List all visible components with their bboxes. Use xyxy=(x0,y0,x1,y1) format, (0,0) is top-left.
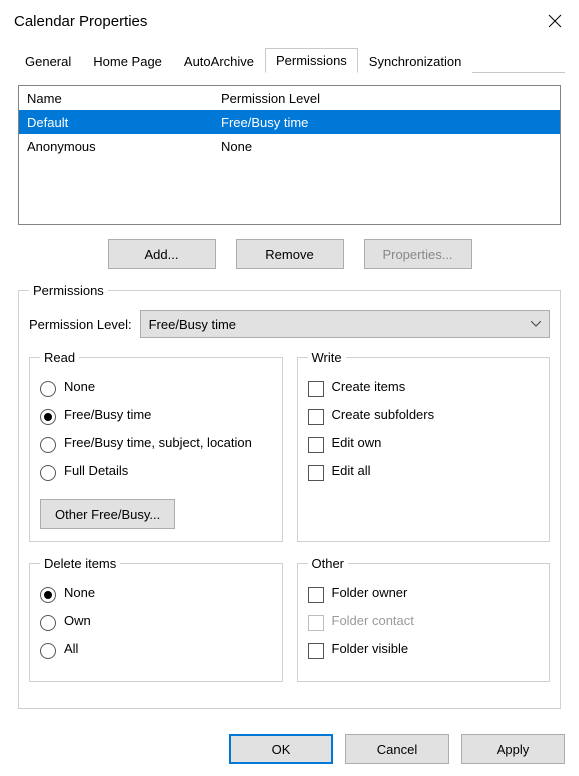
create-subfolders-checkbox[interactable] xyxy=(308,409,324,425)
delete-none-radio[interactable] xyxy=(40,587,56,603)
user-name-cell: Anonymous xyxy=(19,136,213,157)
user-name-cell: Default xyxy=(19,112,213,133)
tab-strip: General Home Page AutoArchive Permission… xyxy=(14,46,565,73)
write-fieldset: Write Create items Create subfolders Edi… xyxy=(297,350,551,542)
read-none-label: None xyxy=(64,379,272,394)
close-button[interactable] xyxy=(545,11,565,31)
properties-button: Properties... xyxy=(364,239,472,269)
read-legend: Read xyxy=(40,350,79,365)
permissions-panel: Name Permission Level Default Free/Busy … xyxy=(14,73,565,713)
column-header-permission[interactable]: Permission Level xyxy=(213,88,560,109)
delete-legend: Delete items xyxy=(40,556,120,571)
read-none-radio[interactable] xyxy=(40,381,56,397)
title-bar: Calendar Properties xyxy=(0,0,579,40)
permission-level-select[interactable]: Free/Busy time xyxy=(140,310,550,338)
user-list-row[interactable]: Default Free/Busy time xyxy=(19,110,560,134)
folder-visible-label: Folder visible xyxy=(332,641,540,656)
delete-own-radio[interactable] xyxy=(40,615,56,631)
user-list-row[interactable]: Anonymous None xyxy=(19,134,560,158)
create-subfolders-label: Create subfolders xyxy=(332,407,540,422)
read-freebusy-label: Free/Busy time xyxy=(64,407,272,422)
user-list-buttons: Add... Remove Properties... xyxy=(18,239,561,269)
folder-owner-checkbox[interactable] xyxy=(308,587,324,603)
add-button[interactable]: Add... xyxy=(108,239,216,269)
tab-autoarchive[interactable]: AutoArchive xyxy=(173,49,265,73)
permission-level-label: Permission Level: xyxy=(29,317,132,332)
edit-own-checkbox[interactable] xyxy=(308,437,324,453)
permission-level-row: Permission Level: Free/Busy time xyxy=(29,310,550,338)
edit-own-label: Edit own xyxy=(332,435,540,450)
read-freebusy-subject-radio[interactable] xyxy=(40,437,56,453)
cancel-button[interactable]: Cancel xyxy=(345,734,449,764)
other-free-busy-button[interactable]: Other Free/Busy... xyxy=(40,499,175,529)
user-list[interactable]: Name Permission Level Default Free/Busy … xyxy=(18,85,561,225)
close-icon xyxy=(548,14,562,28)
folder-owner-label: Folder owner xyxy=(332,585,540,600)
delete-fieldset: Delete items None Own All xyxy=(29,556,283,682)
other-fieldset: Other Folder owner Folder contact Folder… xyxy=(297,556,551,682)
delete-all-radio[interactable] xyxy=(40,643,56,659)
permissions-legend: Permissions xyxy=(29,283,108,298)
edit-all-label: Edit all xyxy=(332,463,540,478)
tab-general[interactable]: General xyxy=(14,49,82,73)
read-full-label: Full Details xyxy=(64,463,272,478)
dialog-button-row: OK Cancel Apply xyxy=(229,734,565,764)
create-items-label: Create items xyxy=(332,379,540,394)
delete-all-label: All xyxy=(64,641,272,656)
edit-all-checkbox[interactable] xyxy=(308,465,324,481)
folder-contact-checkbox xyxy=(308,615,324,631)
read-freebusy-subject-label: Free/Busy time, subject, location xyxy=(64,435,272,450)
read-fieldset: Read None Free/Busy time Free/Busy time,… xyxy=(29,350,283,542)
tab-synchronization[interactable]: Synchronization xyxy=(358,49,473,73)
user-list-header: Name Permission Level xyxy=(19,86,560,110)
user-perm-cell: None xyxy=(213,136,560,157)
delete-own-label: Own xyxy=(64,613,272,628)
remove-button[interactable]: Remove xyxy=(236,239,344,269)
column-header-name[interactable]: Name xyxy=(19,88,213,109)
create-items-checkbox[interactable] xyxy=(308,381,324,397)
write-legend: Write xyxy=(308,350,346,365)
folder-visible-checkbox[interactable] xyxy=(308,643,324,659)
window-title: Calendar Properties xyxy=(14,13,147,30)
delete-none-label: None xyxy=(64,585,272,600)
ok-button[interactable]: OK xyxy=(229,734,333,764)
apply-button[interactable]: Apply xyxy=(461,734,565,764)
tab-permissions[interactable]: Permissions xyxy=(265,48,358,73)
tab-homepage[interactable]: Home Page xyxy=(82,49,173,73)
read-full-radio[interactable] xyxy=(40,465,56,481)
other-legend: Other xyxy=(308,556,349,571)
read-freebusy-radio[interactable] xyxy=(40,409,56,425)
user-perm-cell: Free/Busy time xyxy=(213,112,560,133)
folder-contact-label: Folder contact xyxy=(332,613,540,628)
permissions-fieldset: Permissions Permission Level: Free/Busy … xyxy=(18,283,561,709)
